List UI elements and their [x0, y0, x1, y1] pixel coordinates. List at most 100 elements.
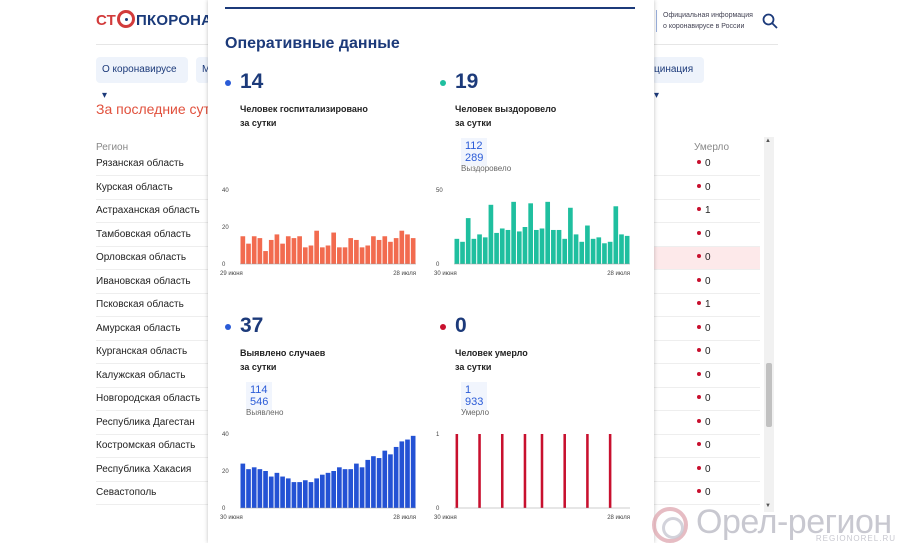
- chart-bar: [348, 238, 354, 264]
- chart-bar: [257, 238, 263, 264]
- died-total-label: Умерло: [461, 408, 490, 417]
- chart-bar: [388, 241, 393, 264]
- chart-bar: [337, 467, 342, 508]
- detected-total-label: Выявлено: [246, 408, 284, 417]
- detected-dot-icon: [225, 324, 231, 330]
- chart-bar: [405, 439, 410, 508]
- chart-bar: [331, 232, 337, 264]
- died-marker-icon: [697, 371, 701, 376]
- table-row-died: 0: [697, 464, 711, 475]
- died-marker-icon: [697, 348, 701, 352]
- chart-bar: [619, 234, 624, 264]
- search-icon[interactable]: [762, 13, 778, 29]
- nav-item-m[interactable]: М: [196, 57, 210, 83]
- chart-bar: [319, 247, 325, 264]
- chart-bar: [477, 234, 482, 264]
- chart-bar: [382, 236, 388, 264]
- watermark-logo-icon: [652, 507, 688, 543]
- chart-bar: [376, 239, 382, 264]
- y-tick-label: 0: [222, 262, 226, 268]
- chart-bar: [399, 230, 405, 264]
- chart-bar: [624, 235, 630, 264]
- table-row-died: 0: [697, 487, 711, 498]
- table-row-died: 0: [697, 182, 711, 193]
- scroll-up-arrow-icon[interactable]: ▲: [765, 138, 771, 144]
- recovered-number: 19: [455, 70, 479, 93]
- table-row-died: 0: [697, 417, 711, 428]
- chart-bar: [297, 236, 302, 264]
- chart-bar: [314, 478, 319, 508]
- chart-bar: [410, 238, 416, 264]
- highlighted-row-bg: [652, 247, 760, 270]
- table-row-region: Ивановская область: [96, 275, 191, 287]
- chart-bar: [499, 228, 505, 264]
- chart-bar: [505, 229, 511, 264]
- recovered-total: 112 289: [461, 138, 488, 166]
- nav-vaccination[interactable]: цинация ▾: [652, 57, 704, 101]
- table-scrollbar[interactable]: ▲ ▼: [764, 137, 774, 512]
- chart-bar: [494, 232, 499, 264]
- died-label-line1: Человек умерло: [455, 348, 528, 358]
- table-row-died: 0: [697, 158, 711, 169]
- chart-bar: [500, 434, 504, 508]
- scrollbar-thumb[interactable]: [766, 363, 772, 427]
- chart-bar: [528, 203, 533, 264]
- died-value: 0: [705, 322, 711, 334]
- table-row-region: Севастополь: [96, 487, 157, 498]
- chart-bar: [590, 238, 596, 264]
- table-row-region: Костромская область: [96, 440, 196, 451]
- chart-bar: [393, 238, 399, 264]
- chart-bar: [482, 237, 488, 264]
- logo-virus-icon: [117, 10, 136, 28]
- died-marker-icon: [697, 301, 701, 305]
- x-start-label: 30 июня: [220, 515, 243, 521]
- chart-bar: [314, 230, 319, 264]
- chart-bar: [573, 234, 579, 264]
- x-end-label: 28 июля: [393, 515, 416, 521]
- detected-label-line1: Выявлено случаев: [240, 348, 326, 358]
- died-column-header: Умерло: [694, 142, 730, 153]
- chart-bar: [388, 454, 393, 508]
- scroll-down-arrow-icon[interactable]: ▼: [765, 503, 771, 509]
- y-tick-label: 20: [222, 225, 229, 231]
- chart-bar: [302, 247, 308, 264]
- chart-bar: [382, 450, 388, 508]
- died-value: 0: [705, 393, 711, 404]
- chart-bar: [308, 482, 314, 508]
- died-dot-icon: [440, 324, 446, 330]
- detected-label: Выявлено случаев за сутки: [240, 346, 390, 374]
- chart-bar: [545, 201, 551, 264]
- died-marker-icon: [697, 442, 701, 446]
- period-title: За последние сутки: [96, 101, 224, 117]
- chart-bar: [297, 482, 302, 508]
- table-row-died: 0: [697, 323, 711, 334]
- nav-about-covid[interactable]: О коронавирусе ▾: [96, 57, 188, 101]
- chart-bar: [319, 474, 325, 508]
- chart-bar: [280, 476, 285, 508]
- chart-bar: [516, 231, 522, 264]
- chart-bar: [465, 218, 471, 264]
- modal-title: Оперативные данные: [225, 35, 400, 52]
- chart-bar: [478, 434, 481, 508]
- chart-bar: [371, 236, 376, 264]
- chart-bar: [268, 476, 274, 508]
- table-row-region: Республика Хакасия: [96, 463, 192, 475]
- recovered-total-label: Выздоровело: [461, 164, 512, 173]
- died-value: 1: [705, 205, 711, 216]
- table-row-region: Новгородская область: [96, 393, 201, 404]
- chart-detected: 40 20 0 30 июня 28 июля: [218, 426, 418, 522]
- chart-bar: [342, 469, 348, 508]
- chart-bar: [563, 434, 566, 508]
- died-marker-icon: [697, 160, 701, 164]
- chart-died: 1 0 30 июня 28 июля: [432, 426, 632, 522]
- chart-bar: [291, 238, 297, 264]
- chart-bar: [551, 229, 556, 264]
- chart-bar: [291, 482, 297, 508]
- official-info-caption: Официальная информация о коронавирусе в …: [656, 10, 766, 32]
- x-end-label: 28 июля: [393, 271, 416, 277]
- chart-bar: [455, 434, 459, 508]
- hospitalized-label-line2: за сутки: [240, 118, 277, 128]
- chart-bar: [393, 446, 399, 508]
- chart-bar: [354, 239, 359, 264]
- nav-about-label: О коронавирусе: [102, 64, 177, 75]
